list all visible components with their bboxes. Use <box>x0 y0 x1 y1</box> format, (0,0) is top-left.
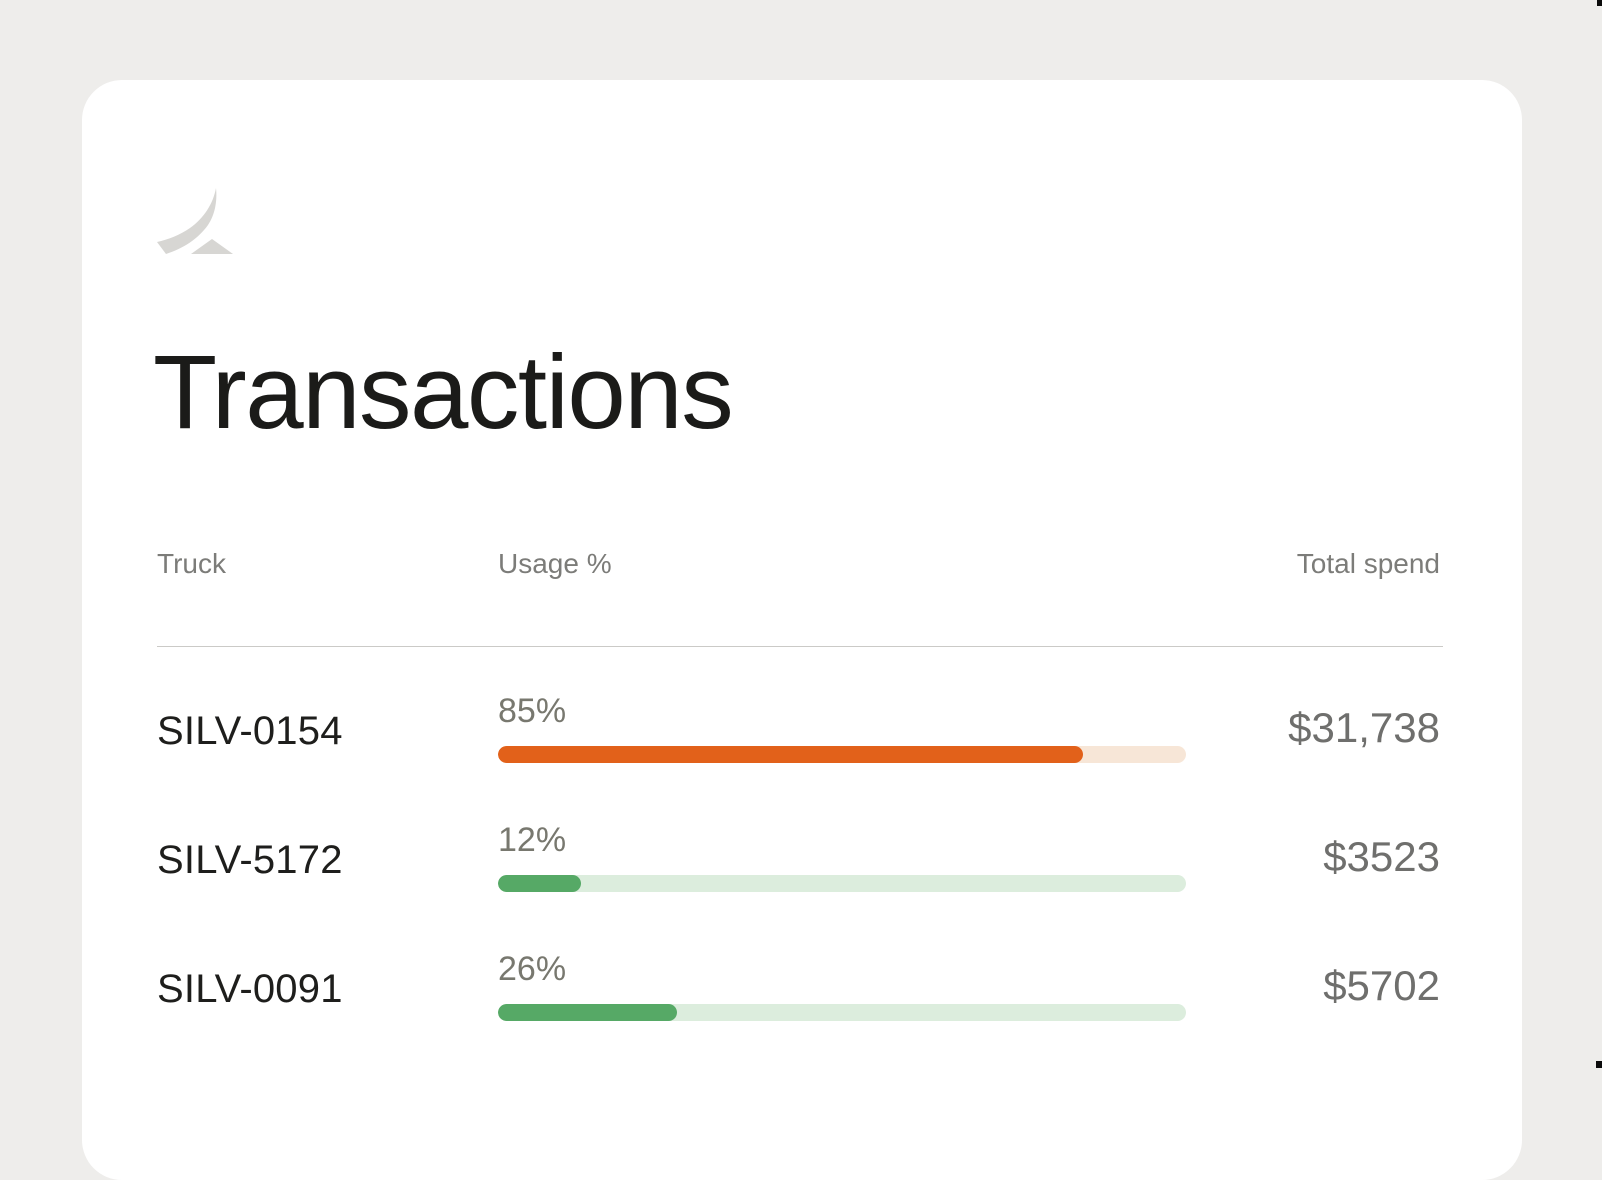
truck-id: SILV-5172 <box>157 838 343 882</box>
screen-edge-artifact-top-right <box>1597 0 1602 6</box>
usage-bar-fill <box>498 1004 677 1021</box>
usage-bar-track <box>498 746 1186 763</box>
screen-edge-artifact-bottom-right <box>1596 1061 1602 1068</box>
usage-bar-track <box>498 1004 1186 1021</box>
swoosh-blade <box>157 188 217 254</box>
column-header-truck: Truck <box>157 548 226 579</box>
table-row: SILV-0154 85% $31,738 <box>157 694 1440 823</box>
total-spend-value: $3523 <box>1323 833 1440 880</box>
column-header-total-spend: Total spend <box>1296 548 1440 579</box>
swoosh-triangle <box>191 239 233 254</box>
transactions-card: Transactions Truck Usage % Total spend S… <box>82 80 1522 1180</box>
usage-bar-fill <box>498 746 1083 763</box>
usage-cell: 85% <box>498 694 1186 763</box>
column-header-usage: Usage % <box>498 548 612 579</box>
brand-swoosh-logo <box>157 188 233 254</box>
total-spend-value: $31,738 <box>1288 704 1440 751</box>
page-title: Transactions <box>153 334 734 451</box>
total-spend-value: $5702 <box>1323 962 1440 1009</box>
usage-bar-fill <box>498 875 581 892</box>
usage-cell: 26% <box>498 952 1186 1021</box>
table-row: SILV-0091 26% $5702 <box>157 952 1440 1081</box>
usage-bar-track <box>498 875 1186 892</box>
usage-percent-label: 26% <box>498 950 567 988</box>
truck-id: SILV-0091 <box>157 967 343 1011</box>
usage-percent-label: 12% <box>498 821 567 859</box>
usage-cell: 12% <box>498 823 1186 892</box>
usage-percent-label: 85% <box>498 692 567 730</box>
table-header-divider <box>157 646 1443 647</box>
truck-id: SILV-0154 <box>157 709 343 753</box>
table-row: SILV-5172 12% $3523 <box>157 823 1440 952</box>
table-header-row: Truck Usage % Total spend <box>157 547 1440 581</box>
table-body: SILV-0154 85% $31,738 SILV-5172 12% $352… <box>157 694 1440 1081</box>
